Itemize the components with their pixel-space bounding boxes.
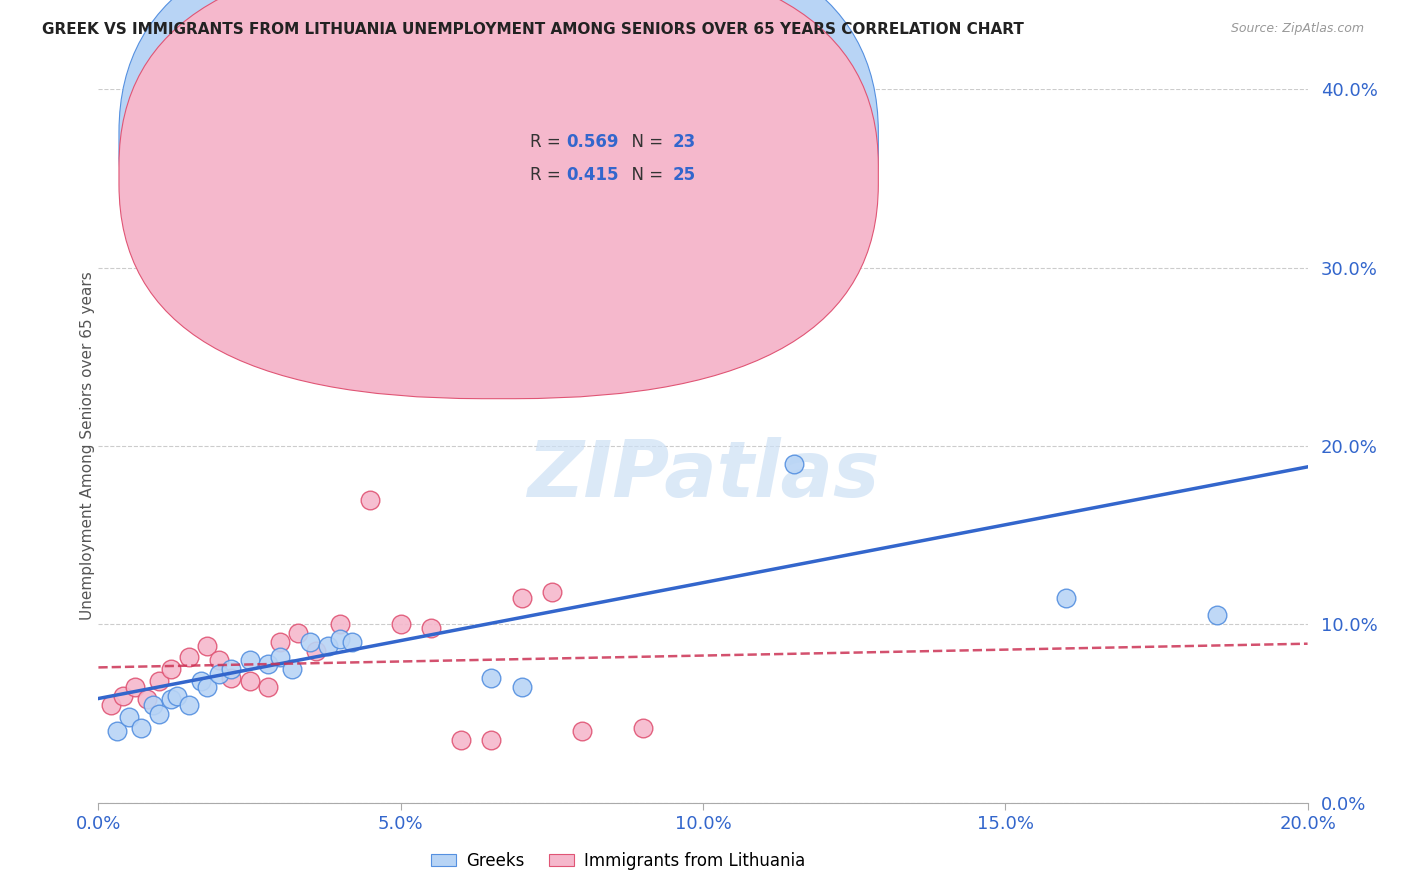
Point (305, 644, 328, 658)
Text: N =: N = (621, 166, 668, 184)
Point (190, 674, 212, 689)
Point (329, 632, 352, 646)
Point (100, 698, 122, 712)
Text: 25: 25 (672, 166, 696, 184)
Point (256, 657, 278, 671)
Point (105, 724, 128, 739)
Point (129, 721, 152, 735)
Point (481, 671, 503, 685)
Point (177, 649, 201, 664)
Point (160, 662, 183, 676)
Point (540, 585, 562, 599)
Text: ZIPatlas: ZIPatlas (527, 436, 879, 513)
Point (510, 591, 533, 605)
Point (160, 692, 183, 706)
Point (481, 733, 503, 747)
FancyBboxPatch shape (120, 0, 879, 366)
Point (287, 626, 309, 640)
Point (316, 639, 339, 653)
Point (631, 721, 654, 735)
Point (195, 639, 218, 653)
Point (256, 680, 278, 694)
Point (450, 733, 472, 747)
Point (631, 207, 654, 221)
Point (419, 621, 441, 635)
Point (1206, 608, 1229, 623)
Legend: Greeks, Immigrants from Lithuania: Greeks, Immigrants from Lithuania (425, 846, 813, 877)
Text: 0.569: 0.569 (567, 133, 619, 151)
Point (148, 674, 170, 689)
Point (360, 492, 382, 507)
Text: R =: R = (530, 133, 567, 151)
Text: N =: N = (621, 133, 668, 151)
Point (389, 617, 412, 632)
Point (510, 680, 533, 694)
Point (124, 680, 146, 694)
Point (281, 662, 304, 676)
Point (269, 635, 291, 649)
Point (111, 689, 134, 703)
Point (135, 692, 157, 706)
Text: Source: ZipAtlas.com: Source: ZipAtlas.com (1230, 22, 1364, 36)
Point (118, 710, 141, 724)
Point (571, 724, 593, 739)
Point (299, 635, 322, 649)
Text: R =: R = (530, 166, 567, 184)
Point (221, 671, 243, 685)
Point (239, 653, 262, 667)
Text: 23: 23 (672, 133, 696, 151)
Point (208, 653, 231, 667)
Point (166, 689, 188, 703)
FancyBboxPatch shape (456, 107, 751, 196)
Point (208, 667, 231, 681)
Point (148, 706, 170, 721)
Point (269, 649, 291, 664)
Point (782, 457, 804, 471)
Point (221, 662, 243, 676)
Y-axis label: Unemployment Among Seniors over 65 years: Unemployment Among Seniors over 65 years (80, 272, 94, 620)
Point (177, 698, 201, 712)
Point (239, 674, 262, 689)
Point (195, 680, 218, 694)
FancyBboxPatch shape (120, 0, 879, 399)
Text: 0.415: 0.415 (567, 166, 619, 184)
Point (342, 635, 364, 649)
Point (329, 617, 352, 632)
Text: GREEK VS IMMIGRANTS FROM LITHUANIA UNEMPLOYMENT AMONG SENIORS OVER 65 YEARS CORR: GREEK VS IMMIGRANTS FROM LITHUANIA UNEMP… (42, 22, 1024, 37)
Point (1054, 591, 1077, 605)
Point (142, 698, 165, 712)
